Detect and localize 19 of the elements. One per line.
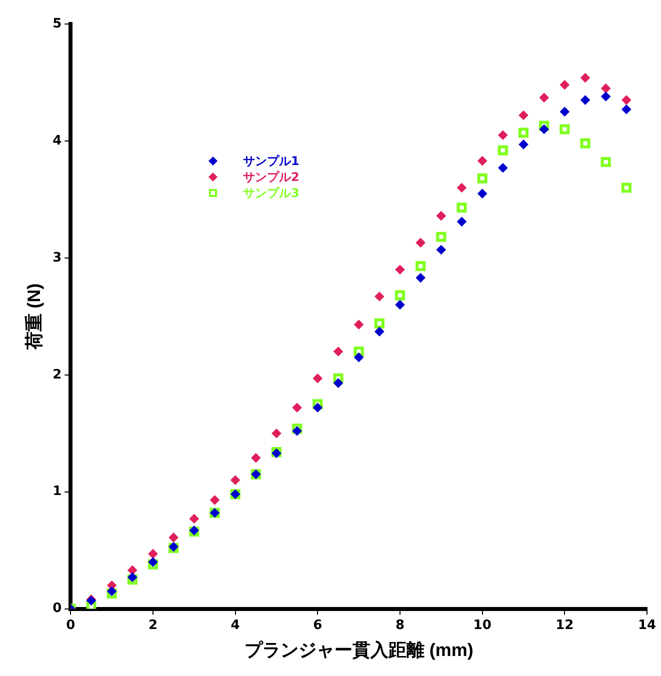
y-tick-label: 1 <box>52 484 62 500</box>
legend-label: サンプル2 <box>242 168 300 185</box>
x-tick-label: 6 <box>313 618 322 633</box>
x-tick-label: 4 <box>230 618 240 633</box>
legend-label: サンプル1 <box>242 152 300 169</box>
y-tick-label: 0 <box>52 601 62 616</box>
x-tick-label: 14 <box>638 618 656 633</box>
y-tick-label: 4 <box>52 133 62 148</box>
y-tick-label: 5 <box>52 16 62 32</box>
y-tick-label: 2 <box>52 367 62 382</box>
x-tick-label: 10 <box>473 618 492 633</box>
x-tick-label: 8 <box>395 618 405 633</box>
y-axis-title: 荷重 (N) <box>24 283 44 350</box>
y-tick-label: 3 <box>52 250 62 266</box>
legend-label: サンプル3 <box>242 184 300 201</box>
x-tick-label: 12 <box>556 618 574 633</box>
x-axis-title: プランジャー貫入距離 (mm) <box>244 640 474 660</box>
x-tick-label: 2 <box>148 618 158 633</box>
x-tick-label: 0 <box>66 618 76 633</box>
